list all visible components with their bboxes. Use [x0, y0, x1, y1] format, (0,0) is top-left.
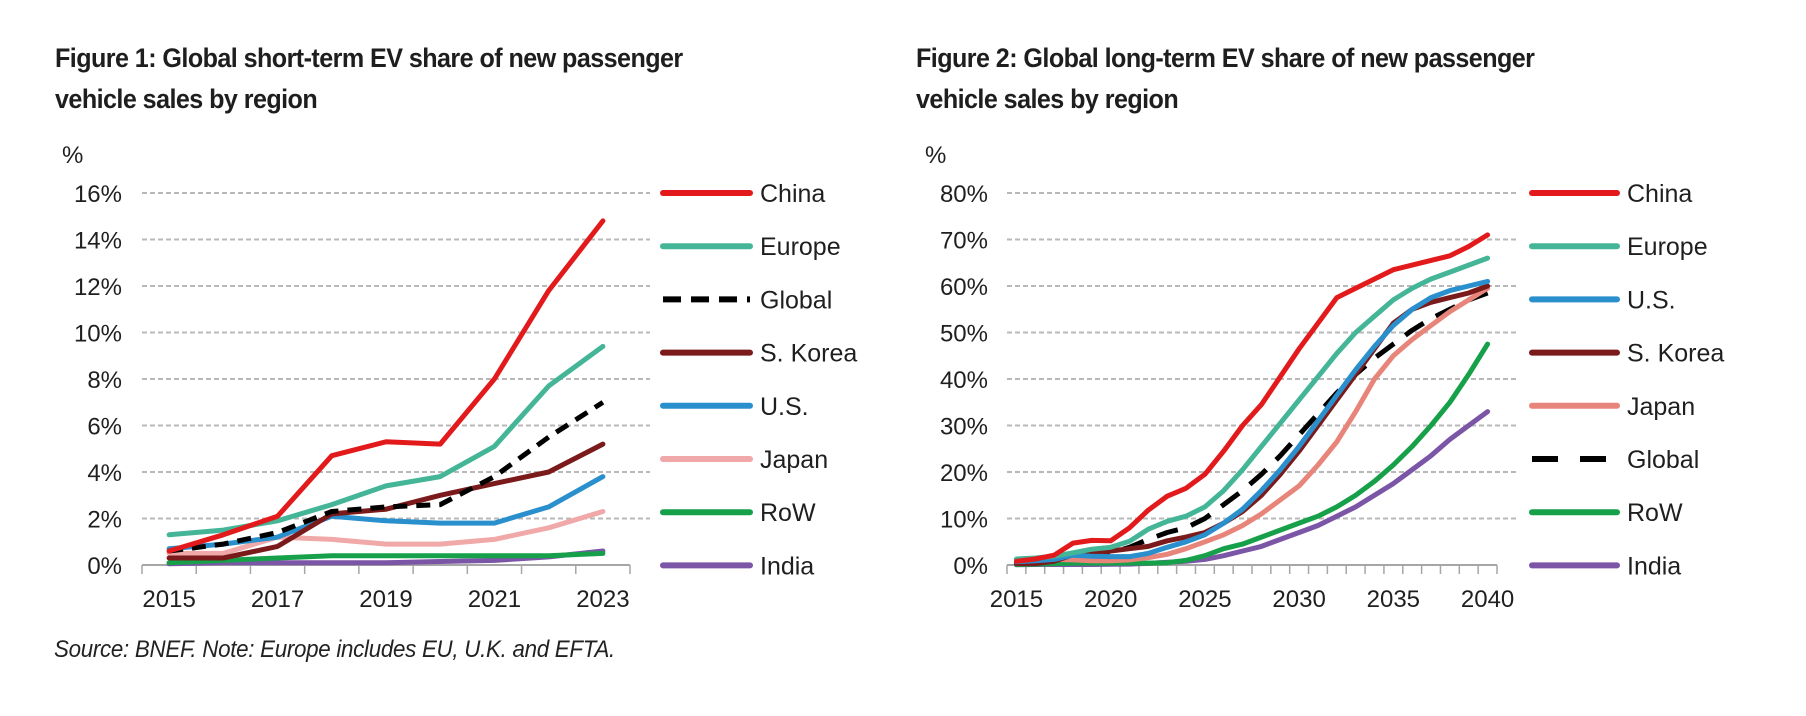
- source-note: Source: BNEF. Note: Europe includes EU, …: [54, 636, 615, 663]
- legend-label-japan: Japan: [760, 446, 828, 474]
- legend-label-row: RoW: [1627, 499, 1683, 527]
- chart-2-long-term-ev-share: % 0% 10% 20% 30% 40% 50% 60% 70% 80% 2015 2020 2025 2…: [925, 142, 1724, 613]
- legend-label-global: Global: [760, 286, 832, 314]
- legend-label-china: China: [1627, 180, 1692, 208]
- x-tick-label: 2025: [1178, 586, 1231, 613]
- y-tick-label: 70%: [940, 228, 988, 255]
- legend-item-row: RoW: [1529, 499, 1683, 527]
- legend-item-china: China: [660, 180, 825, 208]
- series-line-japan: [166, 509, 606, 556]
- legend-item-global: Global: [1532, 446, 1699, 474]
- legend-item-s-korea: S. Korea: [1529, 340, 1724, 368]
- series-line-global: [168, 400, 605, 554]
- y-tick-label: 2%: [87, 507, 122, 534]
- y-tick-label: 0%: [953, 553, 988, 580]
- chart-1-short-term-ev-share: % 0% 2% 4% 6% 8% 10% 12% 14% 16% 2015 2017 2019 2021 2…: [62, 142, 857, 613]
- legend-label-row: RoW: [760, 499, 816, 527]
- figure-2-title-line-2: vehicle sales by region: [916, 84, 1179, 114]
- legend-label-s-korea: S. Korea: [760, 340, 857, 368]
- x-tick-label: 2021: [468, 586, 521, 613]
- y-tick-label: 10%: [940, 507, 988, 534]
- legend-label-s-korea: S. Korea: [1627, 340, 1724, 368]
- legend-item-china: China: [1529, 180, 1692, 208]
- x-tick-label: 2015: [990, 586, 1043, 613]
- legend-label-u-s: U.S.: [760, 393, 809, 421]
- series-line-japan: [1013, 285, 1491, 566]
- x-tick-label: 2040: [1461, 586, 1514, 613]
- legend-label-global: Global: [1627, 446, 1699, 474]
- figure-2-title-line-1: Figure 2: Global long-term EV share of n…: [916, 43, 1535, 73]
- x-tick-label: 2035: [1367, 586, 1420, 613]
- legend-item-row: RoW: [660, 499, 816, 527]
- legend-item-global: Global: [663, 286, 832, 314]
- y-tick-label: 12%: [74, 274, 122, 301]
- figure-2-title: Figure 2: Global long-term EV share of n…: [916, 38, 1679, 120]
- series-line-s-korea: [166, 441, 606, 561]
- x-tick-label: 2015: [142, 586, 195, 613]
- y-tick-label: 16%: [74, 181, 122, 208]
- figure-1-title-line-2: vehicle sales by region: [55, 84, 318, 114]
- x-tick-label: 2023: [576, 586, 629, 613]
- series-line-europe: [1013, 255, 1491, 562]
- legend-item-europe: Europe: [1529, 233, 1708, 261]
- y-axis-unit-label: %: [925, 142, 946, 169]
- y-tick-label: 30%: [940, 414, 988, 441]
- legend-item-japan: Japan: [1529, 393, 1695, 421]
- figure-1-title-line-1: Figure 1: Global short-term EV share of …: [55, 43, 683, 73]
- y-tick-label: 0%: [87, 553, 122, 580]
- legend-item-india: India: [660, 552, 814, 580]
- legend-label-india: India: [760, 552, 814, 580]
- y-tick-label: 6%: [87, 414, 122, 441]
- legend: China Europe U.S. S. Korea Japan Global RoW Ind…: [1529, 180, 1724, 580]
- legend-label-u-s: U.S.: [1627, 286, 1676, 314]
- legend-label-europe: Europe: [760, 233, 841, 261]
- x-tick-label: 2019: [359, 586, 412, 613]
- x-tick-label: 2030: [1272, 586, 1325, 613]
- y-tick-label: 10%: [74, 321, 122, 348]
- x-tick-label: 2020: [1084, 586, 1137, 613]
- legend-label-india: India: [1627, 552, 1681, 580]
- legend-item-s-korea: S. Korea: [660, 340, 857, 368]
- legend-item-india: India: [1529, 552, 1681, 580]
- series-line-china: [1013, 232, 1491, 564]
- series-line-row: [166, 550, 606, 566]
- legend-label-japan: Japan: [1627, 393, 1695, 421]
- legend: China Europe Global S. Korea U.S. Japan RoW Ind…: [660, 180, 857, 580]
- series-line-u-s: [1013, 278, 1491, 565]
- y-tick-label: 20%: [940, 460, 988, 487]
- figure-1-title: Figure 1: Global short-term EV share of …: [55, 38, 818, 120]
- x-tick-label: 2017: [251, 586, 304, 613]
- y-tick-label: 50%: [940, 321, 988, 348]
- legend-item-europe: Europe: [660, 233, 841, 261]
- legend-item-u-s: U.S.: [660, 393, 809, 421]
- y-tick-label: 14%: [74, 228, 122, 255]
- legend-label-china: China: [760, 180, 825, 208]
- y-tick-label: 8%: [87, 367, 122, 394]
- legend-item-u-s: U.S.: [1529, 286, 1676, 314]
- legend-label-europe: Europe: [1627, 233, 1708, 261]
- y-tick-label: 4%: [87, 460, 122, 487]
- y-tick-label: 60%: [940, 274, 988, 301]
- series-line-china: [166, 218, 606, 554]
- y-tick-label: 40%: [940, 367, 988, 394]
- y-tick-label: 80%: [940, 181, 988, 208]
- legend-item-japan: Japan: [660, 446, 828, 474]
- y-axis-unit-label: %: [62, 142, 83, 169]
